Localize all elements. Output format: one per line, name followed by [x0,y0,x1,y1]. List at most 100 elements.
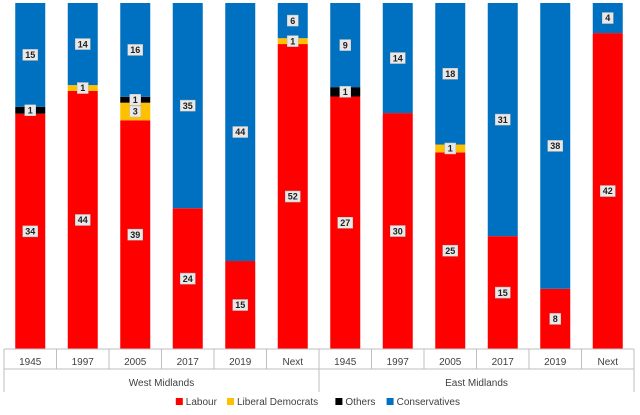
data-label-others-6: 1 [339,86,351,98]
data-label-text: 1 [290,36,295,46]
data-label-box [339,39,351,51]
data-label-box [129,94,141,106]
legend-item-others: Others [335,397,375,408]
data-label-labour-1: 44 [75,214,91,226]
data-label-text: 52 [288,192,298,202]
data-label-text: 9 [343,40,348,50]
data-label-text: 15 [498,288,508,298]
data-label-text: 16 [130,45,140,55]
data-label-text: 44 [235,127,245,137]
x-tick-label: 2005 [124,357,147,368]
legend: Labour Liberal Democrats Others Conservativ… [175,397,460,408]
data-label-labour-4: 15 [232,299,248,311]
data-label-conservatives-6: 9 [339,39,351,51]
data-label-conservatives-10: 38 [547,140,563,152]
data-label-labour-5: 52 [285,190,301,203]
legend-swatch [386,398,394,405]
data-label-box [129,105,141,118]
data-label-text: 1 [28,105,33,115]
bars-layer [15,3,623,350]
data-label-box [390,225,406,237]
data-label-labour-8: 25 [442,244,458,257]
data-label-text: 25 [445,246,455,256]
data-label-text: 38 [550,141,560,151]
data-label-text: 1 [448,144,453,154]
data-label-conservatives-4: 44 [232,126,248,138]
data-label-liberal-democrats-8: 1 [444,142,456,155]
data-label-others-0: 1 [24,104,36,117]
x-tick-label: 2017 [492,357,515,368]
data-label-box [390,52,406,64]
data-label-box [285,190,301,203]
data-label-box [127,228,143,241]
data-label-labour-7: 30 [390,225,406,237]
data-label-box [442,68,458,80]
data-label-box [337,217,353,229]
x-tick-label: 2019 [544,357,567,368]
x-group-label-east-midlands: East Midlands [445,378,508,389]
legend-label: Labour [186,397,218,408]
x-group-label-west-midlands: West Midlands [129,378,194,389]
legend-item-liberal-democrats: Liberal Democrats [227,397,318,408]
data-label-box [22,49,38,61]
data-label-text: 31 [498,115,508,125]
data-label-liberal-democrats-5: 1 [287,35,299,47]
x-tick-label: 2005 [439,357,462,368]
legend-item-conservatives: Conservatives [386,397,460,408]
data-label-text: 14 [78,39,88,49]
data-label-labour-6: 27 [337,217,353,229]
data-label-text: 1 [343,87,348,97]
data-label-text: 34 [25,227,35,237]
data-label-text: 35 [183,101,193,111]
data-label-box [549,313,561,325]
data-label-conservatives-8: 18 [442,68,458,80]
data-label-box [287,35,299,47]
data-label-box [75,38,91,50]
data-label-text: 4 [605,13,610,23]
legend-swatch [335,398,343,405]
data-labels-layer: 3411544114393116243515445216271930142511… [22,12,616,325]
data-label-text: 8 [553,314,558,324]
data-label-box [180,272,196,285]
legend-swatch [227,398,234,405]
data-label-box [444,142,456,155]
data-label-conservatives-7: 14 [390,52,406,64]
data-label-box [287,14,299,27]
data-label-box [22,225,38,238]
data-label-labour-3: 24 [180,272,196,285]
data-label-text: 3 [133,107,138,117]
data-label-conservatives-11: 4 [602,12,614,24]
data-label-text: 44 [78,215,88,225]
data-label-box [232,299,248,311]
x-tick-label: 1945 [19,357,42,368]
data-label-liberal-democrats-2: 3 [129,105,141,118]
data-label-conservatives-9: 31 [495,113,511,126]
data-label-labour-2: 39 [127,228,143,241]
data-label-box [602,12,614,24]
data-label-labour-11: 42 [600,185,616,197]
data-label-box [180,99,196,112]
data-label-text: 24 [183,274,193,284]
legend-item-labour: Labour [175,397,218,408]
data-label-box [442,244,458,257]
legend-label: Conservatives [397,397,460,408]
data-label-text: 30 [393,226,403,236]
data-label-box [600,185,616,197]
data-label-box [495,113,511,126]
data-label-box [339,86,351,98]
data-label-labour-0: 34 [22,225,38,238]
x-tick-label: 2017 [177,357,200,368]
x-tick-label: 2019 [229,357,252,368]
x-tick-label: 1945 [334,357,357,368]
data-label-box [75,214,91,226]
data-label-conservatives-1: 14 [75,38,91,50]
x-tick-label: Next [282,357,303,368]
data-label-others-2: 1 [129,94,141,106]
data-label-text: 39 [130,230,140,240]
x-tick-label: 1997 [72,357,95,368]
data-label-box [77,82,89,94]
data-label-conservatives-5: 6 [287,14,299,27]
data-label-text: 15 [235,300,245,310]
legend-swatch [175,398,183,405]
